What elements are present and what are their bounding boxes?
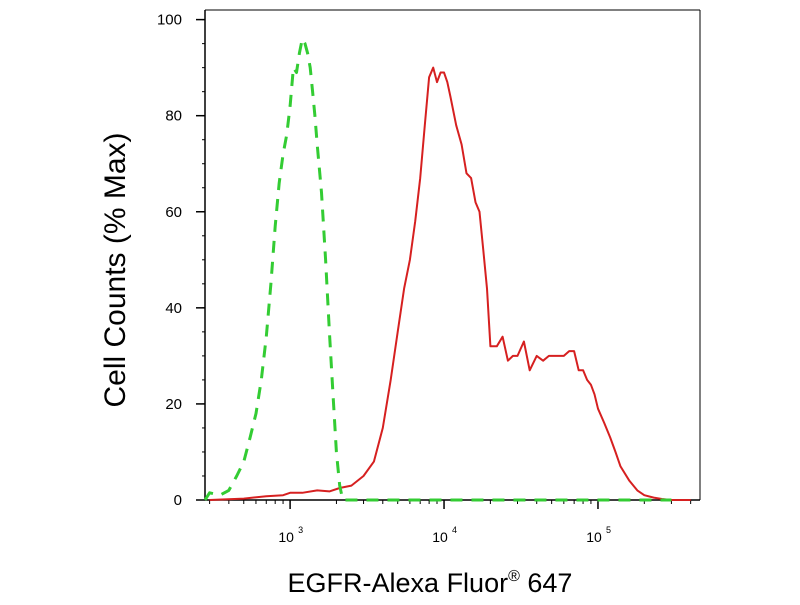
y-tick-label: 60 [165, 204, 182, 221]
y-axis-title: Cell Counts (% Max) [99, 132, 132, 407]
y-tick-label: 0 [174, 492, 182, 509]
x-axis-title-registered-mark: ® [508, 568, 520, 585]
x-tick-label: 10 [586, 529, 602, 545]
y-tick-label: 20 [165, 396, 182, 413]
series-layer [203, 37, 691, 502]
x-tick-exponent: 3 [298, 525, 303, 535]
x-tick-exponent: 5 [606, 525, 611, 535]
axes [196, 9, 701, 509]
x-axis-title-main: EGFR-Alexa Fluor [288, 568, 509, 598]
y-tick-label: 100 [157, 12, 182, 29]
labels-layer: 0 20 40 60 80 100 10 3 10 4 10 5 [157, 12, 611, 545]
y-tick-label: 80 [165, 108, 182, 125]
y-tick-label: 40 [165, 300, 182, 317]
x-axis-title: EGFR-Alexa Fluor® 647 [288, 568, 573, 598]
x-tick-label: 10 [278, 529, 294, 545]
x-tick-exponent: 4 [452, 525, 457, 535]
x-axis-title-suffix: 647 [520, 568, 573, 598]
sample-curve [209, 66, 691, 501]
x-tick-label: 10 [432, 529, 448, 545]
isotype-control-curve [203, 37, 672, 502]
